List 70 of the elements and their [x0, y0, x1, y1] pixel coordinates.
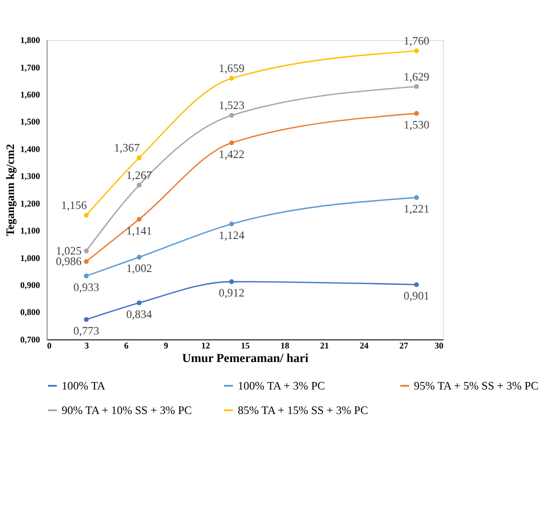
data-label: 1,659 — [218, 63, 245, 76]
point — [414, 111, 419, 116]
y-tick-label: 0,700 — [20, 334, 41, 344]
data-label: 1,267 — [126, 170, 152, 182]
point — [84, 259, 89, 264]
data-label: 1,002 — [126, 263, 152, 276]
y-tick-label: 1,600 — [20, 89, 41, 100]
y-tick-label: 1,400 — [20, 144, 41, 154]
point — [414, 195, 419, 200]
data-label: 1,025 — [56, 245, 82, 258]
x-tick-label: 15 — [240, 340, 250, 351]
legend-label: 95% TA + 5% SS + 3% PC — [414, 380, 538, 392]
point — [136, 254, 142, 260]
point — [414, 48, 419, 54]
point — [229, 140, 234, 146]
x-tick-label: 6 — [124, 340, 130, 351]
legend-label: 100% TA + 3% PC — [238, 380, 326, 392]
point — [414, 282, 419, 288]
data-label: 1,156 — [61, 200, 88, 212]
data-label: 1,367 — [114, 142, 140, 155]
data-label: 0,834 — [126, 308, 152, 321]
point — [84, 317, 89, 322]
point — [84, 248, 89, 254]
y-tick-label: 1,000 — [20, 252, 41, 263]
y-tick-label: 1,100 — [20, 226, 41, 236]
data-label: 1,124 — [218, 230, 245, 242]
point — [229, 76, 234, 81]
x-tick-label: 18 — [280, 340, 290, 351]
point — [84, 274, 89, 278]
x-tick-label: 12 — [201, 340, 211, 351]
data-label: 0,901 — [404, 290, 430, 303]
data-label: 0,912 — [218, 288, 245, 300]
point — [136, 182, 142, 188]
x-tick-label: 9 — [164, 340, 169, 351]
data-label: 1,523 — [218, 100, 245, 112]
point — [136, 216, 142, 222]
x-tick-label: 0 — [47, 340, 52, 351]
point — [136, 155, 142, 160]
point — [229, 222, 234, 226]
y-axis-title: Tegangann kg/cm2 — [5, 144, 18, 236]
data-label: 1,141 — [126, 225, 152, 238]
data-label: 0,933 — [73, 282, 100, 294]
point — [84, 212, 89, 218]
y-tick-label: 0,800 — [20, 307, 41, 318]
y-tick-label: 1,300 — [20, 171, 41, 182]
x-tick-label: 30 — [434, 340, 444, 351]
data-label: 1,221 — [404, 204, 430, 216]
x-tick-label: 24 — [360, 340, 370, 351]
y-tick-label: 1,200 — [20, 198, 41, 208]
point — [414, 84, 419, 89]
legend-label: 90% TA + 10% SS + 3% PC — [62, 404, 192, 417]
point — [229, 112, 234, 118]
data-label: 1,422 — [218, 148, 245, 161]
y-tick-label: 1,800 — [20, 35, 41, 46]
point — [136, 300, 142, 306]
data-label: 1,530 — [404, 119, 430, 132]
data-label: 0,773 — [73, 325, 100, 338]
data-label: 0,986 — [56, 256, 82, 268]
data-label: 1,760 — [404, 36, 430, 48]
x-axis-title: Umur Pemeraman/ hari — [182, 350, 309, 365]
x-tick-label: 3 — [84, 340, 90, 351]
y-tick-label: 1,500 — [20, 116, 41, 127]
y-tick-label: 1,700 — [20, 62, 41, 72]
y-tick-label: 0,900 — [20, 280, 41, 290]
legend-label: 85% TA + 15% SS + 3% PC — [238, 404, 368, 417]
point — [229, 279, 234, 284]
x-tick-label: 21 — [320, 340, 329, 351]
legend-label: 100% TA — [62, 380, 106, 392]
data-label: 1,629 — [404, 71, 430, 84]
x-tick-label: 27 — [399, 340, 409, 351]
